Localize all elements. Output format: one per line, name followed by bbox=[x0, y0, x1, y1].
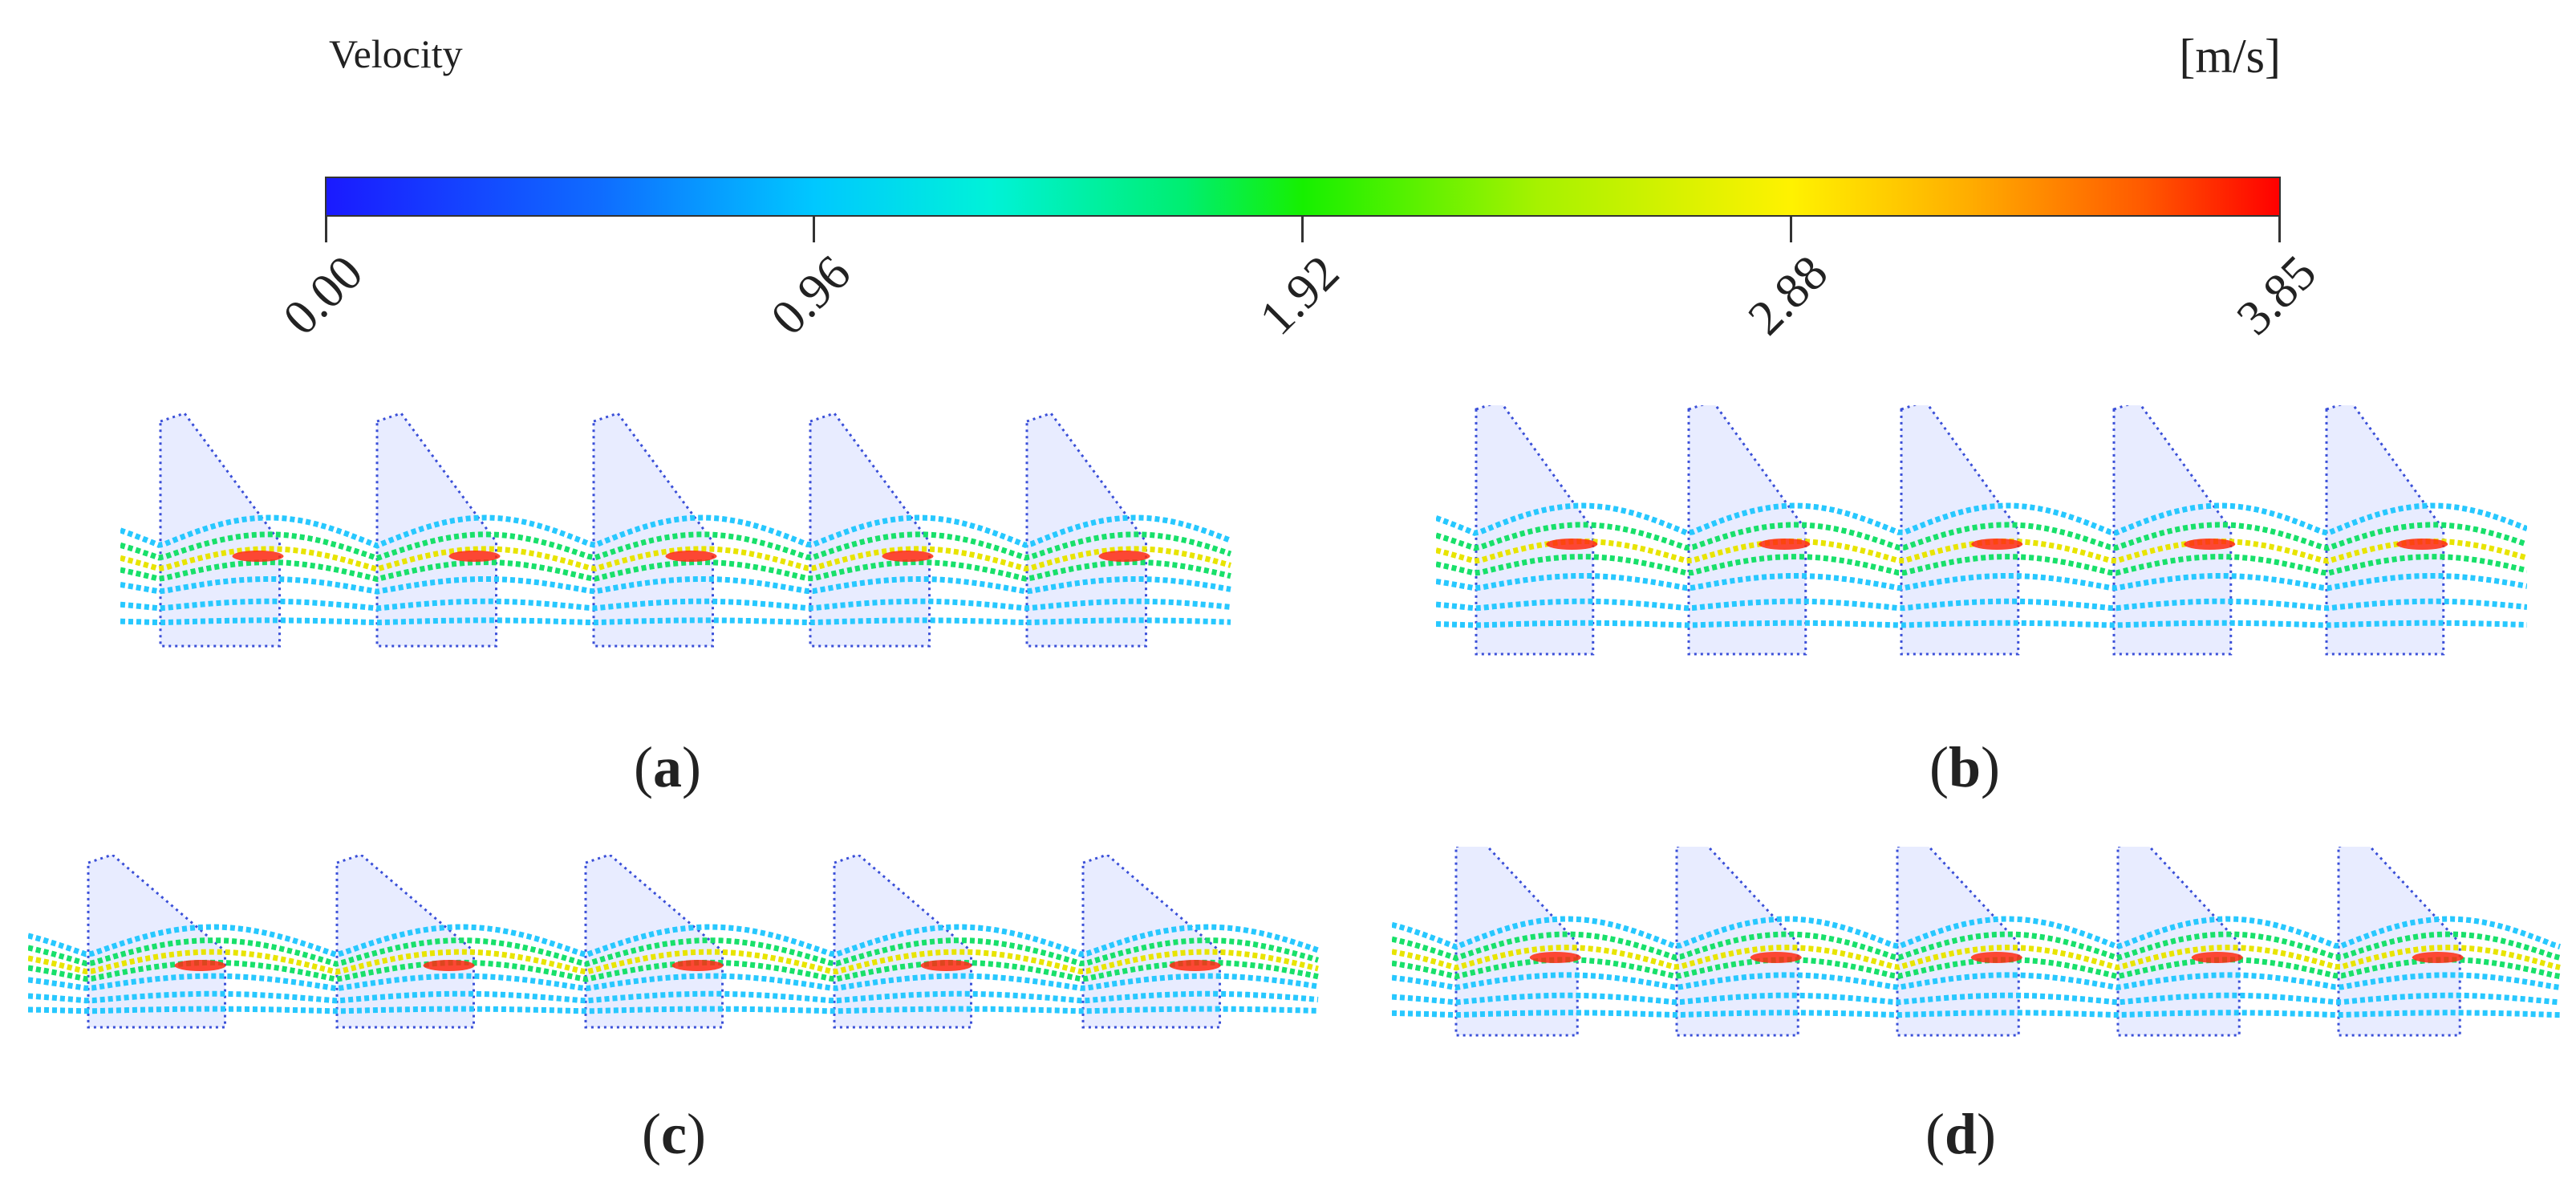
flow-field bbox=[28, 855, 1320, 1029]
flow-panel-d bbox=[1392, 847, 2562, 1037]
peak-velocity-streak-2 bbox=[671, 960, 724, 971]
streamline-1 bbox=[120, 531, 1232, 562]
streamline-4 bbox=[1392, 972, 2561, 991]
streamline-3 bbox=[1392, 957, 2561, 980]
streamline-1 bbox=[1392, 931, 2561, 961]
streamline-2 bbox=[1392, 945, 2561, 971]
tooth-region-1 bbox=[375, 412, 497, 648]
peak-velocity-streak-4 bbox=[2396, 539, 2448, 550]
flow-field bbox=[1436, 405, 2527, 656]
streamline-5 bbox=[1392, 992, 2561, 1006]
streamline-2 bbox=[28, 949, 1319, 975]
streamline-3 bbox=[120, 559, 1231, 583]
peak-velocity-streak-4 bbox=[1169, 960, 1221, 971]
tooth-region-0 bbox=[1475, 405, 1595, 656]
tooth-region-4 bbox=[1081, 855, 1221, 1029]
tick-mark-1 bbox=[813, 217, 815, 242]
streamline-5 bbox=[1436, 598, 2527, 612]
panel-label-c: (c) bbox=[642, 1102, 706, 1166]
peak-velocity-streak-3 bbox=[2184, 539, 2236, 550]
flow-panel-a bbox=[120, 412, 1232, 648]
tooth-region-2 bbox=[592, 412, 714, 648]
peak-velocity-streak-1 bbox=[1750, 952, 1802, 963]
flow-panel-b bbox=[1436, 405, 2527, 656]
peak-velocity-streak-0 bbox=[174, 960, 226, 971]
streamline-0 bbox=[1392, 916, 2562, 950]
tick-label-0: 0.00 bbox=[272, 245, 373, 346]
peak-velocity-streak-3 bbox=[882, 551, 934, 562]
tick-label-3: 2.88 bbox=[1737, 245, 1838, 346]
tick-mark-0 bbox=[325, 217, 327, 242]
tooth-region-2 bbox=[1896, 847, 2020, 1037]
peak-velocity-streak-0 bbox=[1546, 539, 1598, 550]
peak-velocity-streak-4 bbox=[2412, 952, 2464, 963]
peak-velocity-streak-4 bbox=[1098, 551, 1150, 562]
streamline-6 bbox=[1392, 1010, 2561, 1018]
color-bar bbox=[325, 177, 2281, 217]
streamline-6 bbox=[1436, 620, 2527, 628]
tooth-region-3 bbox=[2112, 405, 2233, 656]
streamline-0 bbox=[28, 924, 1320, 958]
peak-velocity-streak-3 bbox=[920, 960, 972, 971]
flow-field bbox=[1392, 847, 2562, 1037]
panel-label-b: (b) bbox=[1929, 735, 2001, 799]
tick-label-1: 0.96 bbox=[760, 245, 861, 346]
tick-mark-2 bbox=[1301, 217, 1304, 242]
streamline-1 bbox=[28, 937, 1320, 967]
peak-velocity-streak-3 bbox=[2191, 952, 2243, 963]
peak-velocity-streak-2 bbox=[665, 551, 717, 562]
streamline-3 bbox=[1436, 554, 2527, 576]
peak-velocity-streak-0 bbox=[1529, 952, 1581, 963]
legend-unit: [m/s] bbox=[2179, 30, 2281, 83]
flow-field bbox=[120, 412, 1232, 648]
streamline-5 bbox=[28, 990, 1319, 1004]
streamline-5 bbox=[120, 598, 1231, 612]
streamline-4 bbox=[1436, 573, 2527, 591]
panel-label-d: (d) bbox=[1925, 1102, 1997, 1166]
streamline-0 bbox=[120, 514, 1232, 549]
peak-velocity-streak-1 bbox=[1759, 539, 1811, 550]
peak-velocity-streak-1 bbox=[423, 960, 475, 971]
tooth-region-0 bbox=[87, 855, 226, 1029]
tooth-region-4 bbox=[1025, 412, 1147, 648]
tooth-region-4 bbox=[2325, 405, 2445, 656]
streamline-6 bbox=[120, 617, 1231, 626]
legend-title: Velocity bbox=[329, 31, 463, 76]
streamline-6 bbox=[28, 1006, 1319, 1014]
tooth-region-3 bbox=[809, 412, 931, 648]
tick-label-4: 3.85 bbox=[2225, 245, 2327, 346]
peak-velocity-streak-2 bbox=[1971, 539, 2023, 550]
tick-label-2: 1.92 bbox=[1248, 245, 1349, 346]
peak-velocity-streak-2 bbox=[1970, 952, 2022, 963]
peak-velocity-streak-1 bbox=[448, 551, 501, 562]
tick-mark-4 bbox=[2278, 217, 2281, 242]
streamline-4 bbox=[120, 576, 1231, 595]
tick-mark-3 bbox=[1790, 217, 1792, 242]
panel-label-a: (a) bbox=[634, 735, 701, 799]
streamline-0 bbox=[1436, 502, 2527, 536]
tooth-region-3 bbox=[2116, 847, 2241, 1037]
peak-velocity-streak-0 bbox=[232, 551, 284, 562]
streamline-1 bbox=[1436, 522, 2527, 551]
flow-panel-c bbox=[28, 855, 1320, 1029]
streamline-2 bbox=[120, 546, 1231, 572]
tooth-region-0 bbox=[159, 412, 281, 648]
